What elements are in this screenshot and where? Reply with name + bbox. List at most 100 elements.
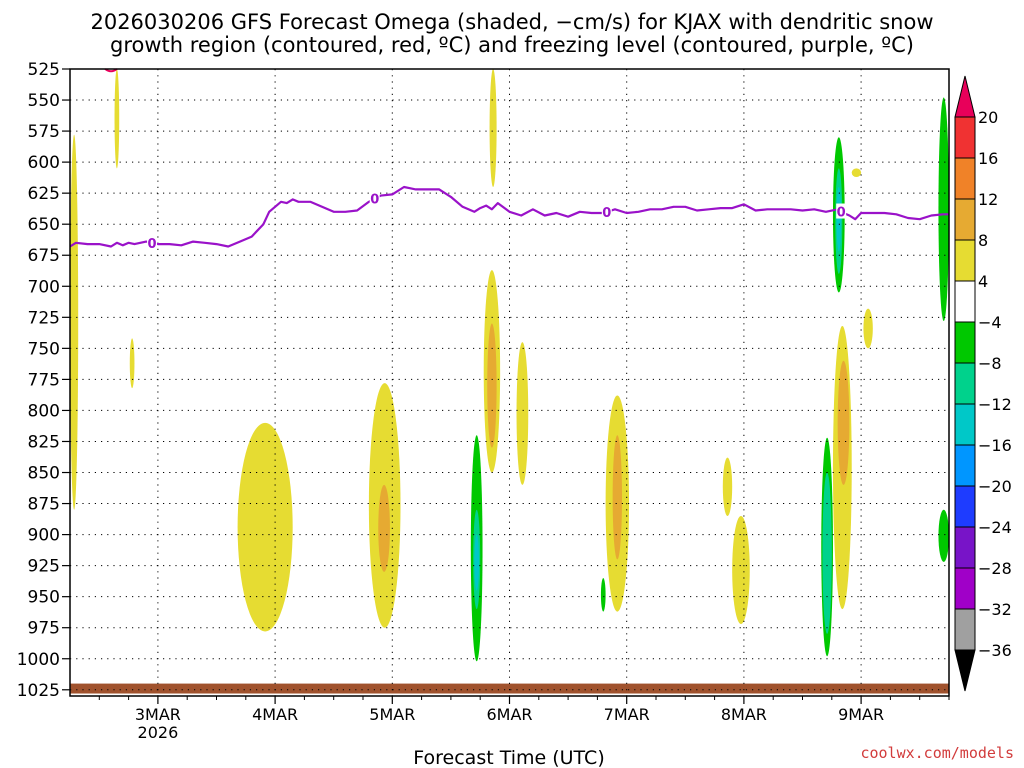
colorbar-label: −24 [978, 518, 1012, 537]
x-tick-label: 7MAR [604, 705, 650, 724]
colorbar-cell [954, 608, 976, 651]
y-tick-label: 875 [28, 495, 60, 515]
y-tick-label: 900 [28, 526, 60, 546]
freezing-level-label: 0 [148, 237, 157, 252]
colorbar-label: −16 [978, 436, 1012, 455]
x-tick-sublabel: 2026 [138, 723, 179, 742]
y-tick-label: 975 [28, 619, 60, 639]
freezing-level-label: 0 [370, 193, 379, 208]
y-tick-label: 850 [28, 464, 60, 484]
colorbar-cell [954, 526, 976, 569]
x-tick-label: 4MAR [252, 705, 298, 724]
colorbar: 20 16 12 8 4 −4 −8 −12 −16 −20 −24 −28 −32 −36 [954, 75, 1012, 692]
colorbar-label: 12 [978, 190, 998, 209]
colorbar-cell [954, 444, 976, 487]
x-axis-label: Forecast Time (UTC) [413, 747, 604, 768]
omega-region-16 [863, 308, 873, 349]
omega-region-1 [114, 69, 120, 169]
x-tick-label: 8MAR [721, 705, 767, 724]
colorbar-cell [954, 157, 976, 200]
colorbar-label: −8 [978, 354, 1002, 373]
omega-region-26 [836, 186, 842, 252]
omega-region-0 [70, 134, 79, 510]
y-axis: 525 550 575 600 625 650 675 700 725 750 775 800 825 8… [17, 60, 70, 701]
omega-region-9 [516, 342, 529, 485]
freezing-level-label: 0 [602, 206, 611, 221]
colorbar-label: −36 [978, 641, 1012, 660]
ground-layer [70, 683, 949, 694]
y-tick-label: 925 [28, 557, 60, 577]
colorbar-bottom-arrow [954, 649, 976, 692]
omega-region-13 [732, 515, 750, 624]
omega-region-3 [489, 69, 497, 187]
omega-region-20 [474, 534, 480, 591]
y-tick-label: 675 [28, 246, 60, 266]
omega-region-23 [822, 472, 832, 634]
colorbar-top-arrow [954, 75, 976, 118]
colorbar-label: 16 [978, 149, 998, 168]
omega-region-8 [487, 323, 497, 448]
y-tick-label: 750 [28, 339, 60, 359]
colorbar-cell [954, 403, 976, 446]
colorbar-label: −20 [978, 477, 1012, 496]
ground-rect [70, 683, 949, 694]
y-tick-label: 775 [28, 370, 60, 390]
omega-region-6 [378, 484, 390, 572]
x-tick-label: 6MAR [486, 705, 532, 724]
omega-region-2 [129, 338, 135, 389]
y-tick-label: 700 [28, 277, 60, 297]
colorbar-label: −32 [978, 600, 1012, 619]
credit-text: coolwx.com/models [860, 744, 1014, 762]
y-tick-label: 825 [28, 432, 60, 452]
colorbar-cell [954, 567, 976, 610]
grid-lines [70, 69, 949, 696]
chart-title-line1: 2026030206 GFS Forecast Omega (shaded, −… [90, 10, 933, 34]
y-tick-label: 800 [28, 401, 60, 421]
colorbar-cell [954, 198, 976, 241]
colorbar-cell [954, 362, 976, 405]
omega-region-12 [722, 457, 733, 516]
colorbar-label: −28 [978, 559, 1012, 578]
x-tick-label: 9MAR [838, 705, 884, 724]
freezing-label-bg-3 [836, 203, 847, 219]
omega-region-28 [938, 509, 949, 562]
omega-region-11 [612, 435, 623, 560]
x-tick-label: 5MAR [369, 705, 415, 724]
colorbar-cell [954, 321, 976, 364]
colorbar-cell [954, 116, 976, 159]
omega-shading [70, 69, 949, 662]
colorbar-label: −4 [978, 313, 1002, 332]
omega-region-4 [237, 422, 293, 632]
freezing-label-bg-2 [601, 203, 612, 219]
y-tick-label: 725 [28, 308, 60, 328]
freezing-level-contour: 0 0 0 0 [69, 185, 949, 252]
y-tick-label: 525 [28, 60, 60, 80]
y-tick-label: 550 [28, 91, 60, 111]
freezing-label-bg-1 [369, 190, 380, 206]
y-tick-label: 575 [28, 122, 60, 142]
colorbar-label: 4 [978, 272, 988, 291]
omega-region-21 [600, 578, 606, 612]
y-tick-label: 1000 [17, 650, 60, 670]
omega-region-15 [837, 360, 850, 485]
freezing-level-line [69, 185, 949, 248]
y-tick-label: 600 [28, 153, 60, 173]
chart-title-line2: growth region (contoured, red, ºC) and f… [110, 33, 914, 57]
omega-region-17 [851, 168, 862, 178]
y-tick-label: 1025 [17, 681, 60, 701]
x-tick-label: 3MAR [135, 705, 181, 724]
y-tick-label: 650 [28, 215, 60, 235]
omega-region-27 [938, 97, 949, 322]
freezing-label-bg-0 [147, 234, 158, 250]
y-tick-label: 625 [28, 184, 60, 204]
freezing-level-label: 0 [837, 206, 846, 221]
colorbar-cell [954, 239, 976, 282]
colorbar-label: 20 [978, 108, 998, 127]
y-tick-label: 950 [28, 588, 60, 608]
colorbar-label: 8 [978, 231, 988, 250]
colorbar-label: −12 [978, 395, 1012, 414]
colorbar-cell [954, 280, 976, 323]
colorbar-cell [954, 485, 976, 528]
